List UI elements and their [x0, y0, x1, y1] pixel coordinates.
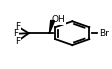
Polygon shape: [49, 20, 54, 33]
Text: F: F: [15, 37, 20, 46]
Text: OH: OH: [51, 15, 65, 24]
Text: Br: Br: [99, 29, 109, 38]
Text: F: F: [15, 22, 20, 31]
Text: F: F: [13, 29, 18, 38]
